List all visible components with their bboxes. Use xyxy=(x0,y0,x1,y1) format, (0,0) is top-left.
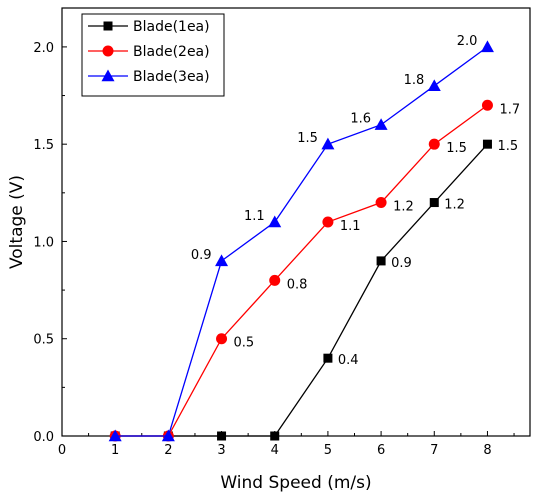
data-label: 1.2 xyxy=(393,200,414,215)
data-label: 0.4 xyxy=(338,353,359,368)
y-tick-label: 0.5 xyxy=(33,333,54,348)
legend: Blade(1ea) Blade(2ea) Blade(3ea) xyxy=(82,14,224,96)
y-tick-label: 1.0 xyxy=(33,235,54,250)
data-point xyxy=(217,432,226,441)
data-point xyxy=(483,140,492,149)
legend-label: Blade(1ea) xyxy=(133,19,210,35)
x-tick-label: 8 xyxy=(483,443,491,458)
series-3 xyxy=(109,40,494,441)
data-point xyxy=(376,197,387,208)
x-axis-ticks: 0 1 2 3 4 5 6 7 8 xyxy=(58,431,514,458)
data-label: 0.8 xyxy=(287,277,308,292)
x-tick-label: 2 xyxy=(164,443,172,458)
legend-marker xyxy=(103,46,114,57)
data-point xyxy=(270,432,279,441)
data-label: 1.6 xyxy=(350,112,371,127)
x-tick-label: 3 xyxy=(217,443,225,458)
x-tick-label: 5 xyxy=(324,443,332,458)
y-tick-label: 0.0 xyxy=(33,430,54,445)
x-tick-label: 0 xyxy=(58,443,66,458)
data-label: 0.5 xyxy=(234,336,255,351)
data-label: 1.5 xyxy=(446,141,467,156)
data-point xyxy=(375,118,388,130)
data-point xyxy=(429,139,440,150)
data-point xyxy=(321,138,334,150)
series-line xyxy=(115,47,487,436)
data-point xyxy=(430,198,439,207)
x-axis-title: Wind Speed (m/s) xyxy=(220,473,371,493)
data-label: 2.0 xyxy=(457,34,478,49)
data-label: 1.5 xyxy=(497,139,518,154)
data-point xyxy=(481,40,494,52)
data-point xyxy=(323,354,332,363)
data-point xyxy=(216,333,227,344)
data-point xyxy=(215,254,228,266)
data-label: 0.9 xyxy=(391,256,412,271)
data-label: 1.2 xyxy=(444,198,465,213)
data-label: 1.1 xyxy=(244,209,265,224)
y-tick-label: 2.0 xyxy=(33,41,54,56)
x-tick-label: 1 xyxy=(111,443,119,458)
legend-label: Blade(2ea) xyxy=(133,44,210,60)
x-tick-label: 6 xyxy=(377,443,385,458)
legend-marker xyxy=(104,22,113,31)
data-label: 0.9 xyxy=(191,248,212,263)
data-point xyxy=(482,100,493,111)
series-layer xyxy=(109,40,494,441)
data-point xyxy=(377,256,386,265)
x-tick-label: 4 xyxy=(271,443,279,458)
data-point xyxy=(268,216,281,228)
data-label: 1.1 xyxy=(340,219,361,234)
data-label: 1.8 xyxy=(404,73,425,88)
data-label: 1.5 xyxy=(297,131,318,146)
series-line xyxy=(115,105,487,436)
data-point xyxy=(428,79,441,91)
y-tick-label: 1.5 xyxy=(33,138,54,153)
series-2 xyxy=(110,100,493,442)
legend-label: Blade(3ea) xyxy=(133,69,210,85)
data-point xyxy=(322,217,333,228)
data-label: 1.7 xyxy=(499,102,520,117)
data-point xyxy=(269,275,280,286)
x-tick-label: 7 xyxy=(430,443,438,458)
y-axis-title: Voltage (V) xyxy=(7,175,27,269)
